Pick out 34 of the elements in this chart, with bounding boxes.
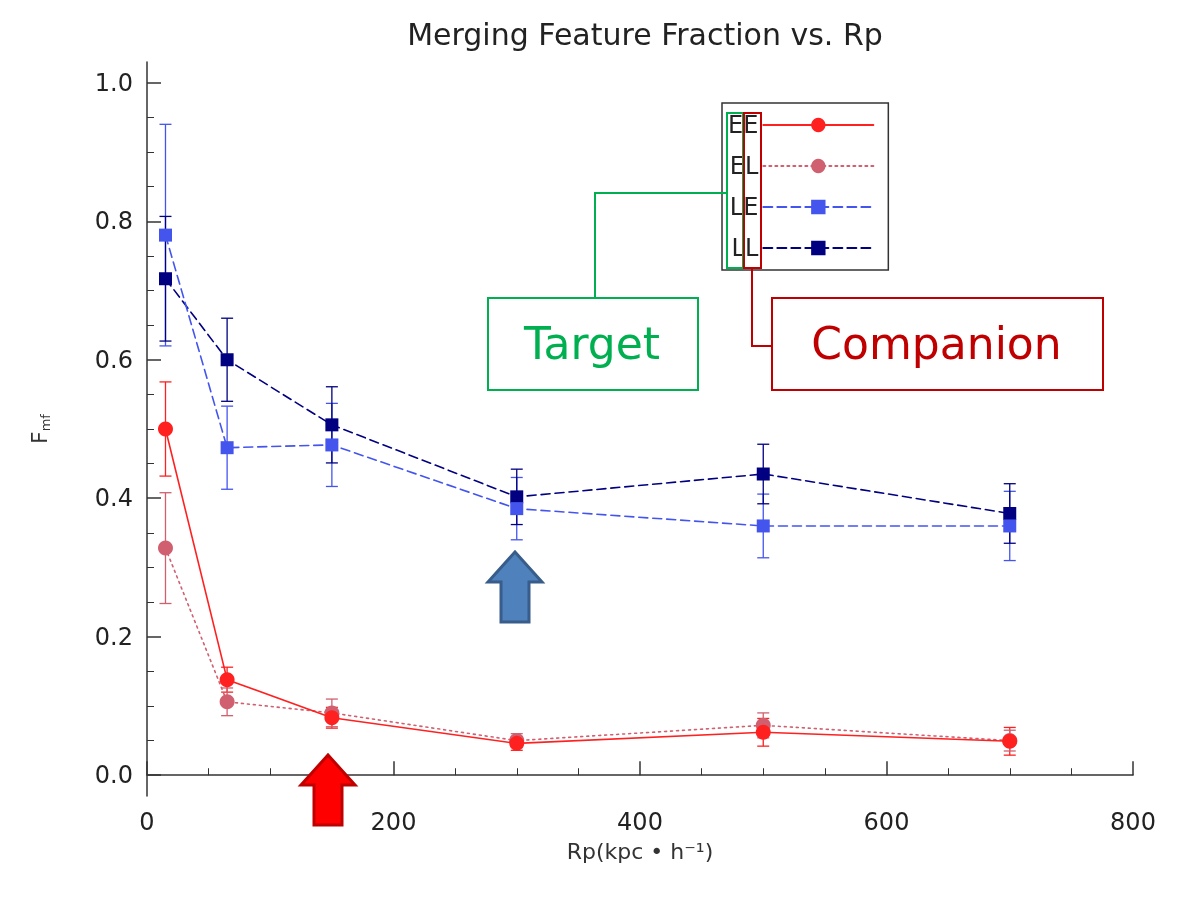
x-tick-label: 0 <box>139 808 155 836</box>
point <box>220 353 234 367</box>
point <box>325 438 339 452</box>
x-axis-title: Rp(kpc • h⁻¹) <box>566 838 714 864</box>
point <box>220 441 234 455</box>
point <box>158 228 172 242</box>
y-tick-label: 0.8 <box>94 207 133 236</box>
point <box>325 418 339 432</box>
annotation: Companion <box>811 317 1062 369</box>
x-tick-label: 400 <box>617 808 663 836</box>
x-tick-label: 200 <box>370 808 417 836</box>
x-tick-label: 800 <box>1110 808 1156 836</box>
point <box>756 467 770 481</box>
point <box>1003 506 1017 520</box>
chart-title: Merging Feature Fraction vs. Rp <box>407 16 883 52</box>
point <box>219 694 235 710</box>
point <box>755 724 771 740</box>
point <box>1003 519 1017 533</box>
x-tick-label: 600 <box>863 808 910 836</box>
y-tick-label: 0.4 <box>94 484 133 513</box>
y-tick-label: 0.6 <box>94 345 133 374</box>
y-axis-title: Fmf <box>27 413 53 444</box>
point <box>510 490 524 504</box>
annotation: Target <box>522 317 661 369</box>
point <box>219 672 235 688</box>
point <box>158 272 172 286</box>
point <box>158 540 173 556</box>
point <box>510 502 524 516</box>
y-tick-label: 1.0 <box>94 68 133 97</box>
point <box>158 421 173 437</box>
point <box>324 710 340 726</box>
point <box>756 519 770 533</box>
y-tick-label: 0.2 <box>94 622 133 651</box>
y-tick-label: 0.0 <box>94 761 133 790</box>
